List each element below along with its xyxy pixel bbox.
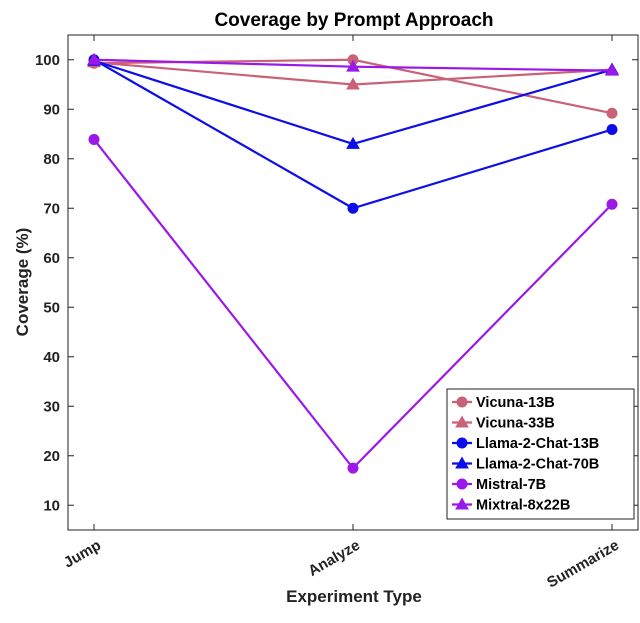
x-tick-label: Summarize [544, 537, 622, 592]
x-tick-label: Analyze [305, 537, 363, 580]
data-point [348, 463, 358, 473]
y-tick-label: 10 [43, 497, 60, 514]
y-tick-label: 50 [43, 299, 60, 316]
legend-marker [457, 397, 467, 407]
legend-label: Mixtral-8x22B [476, 498, 570, 514]
data-point [607, 199, 617, 209]
data-point [348, 203, 358, 213]
chart-title: Coverage by Prompt Approach [214, 10, 493, 31]
legend-marker [457, 479, 467, 489]
legend-label: Llama-2-Chat-70B [476, 457, 599, 473]
data-point [607, 108, 617, 118]
y-tick-label: 60 [43, 250, 60, 267]
legend-label: Mistral-7B [476, 477, 546, 493]
y-axis-label: Coverage (%) [13, 228, 32, 337]
data-point [89, 134, 99, 144]
legend-label: Vicuna-13B [476, 395, 555, 411]
x-tick-label: Jump [61, 537, 104, 572]
y-tick-label: 100 [35, 52, 60, 69]
y-tick-label: 80 [43, 151, 60, 168]
data-point [607, 125, 617, 135]
x-axis-label: Experiment Type [286, 587, 422, 606]
legend-label: Llama-2-Chat-13B [476, 436, 599, 452]
y-tick-label: 40 [43, 349, 60, 366]
legend-label: Vicuna-33B [476, 416, 555, 432]
legend: Vicuna-13B Vicuna-33B Llama-2-Chat-13B Llam… [447, 389, 634, 519]
y-tick-label: 90 [43, 101, 60, 118]
y-tick-label: 70 [43, 200, 60, 217]
y-tick-label: 20 [43, 448, 60, 465]
legend-marker [457, 438, 467, 448]
y-tick-label: 30 [43, 398, 60, 415]
